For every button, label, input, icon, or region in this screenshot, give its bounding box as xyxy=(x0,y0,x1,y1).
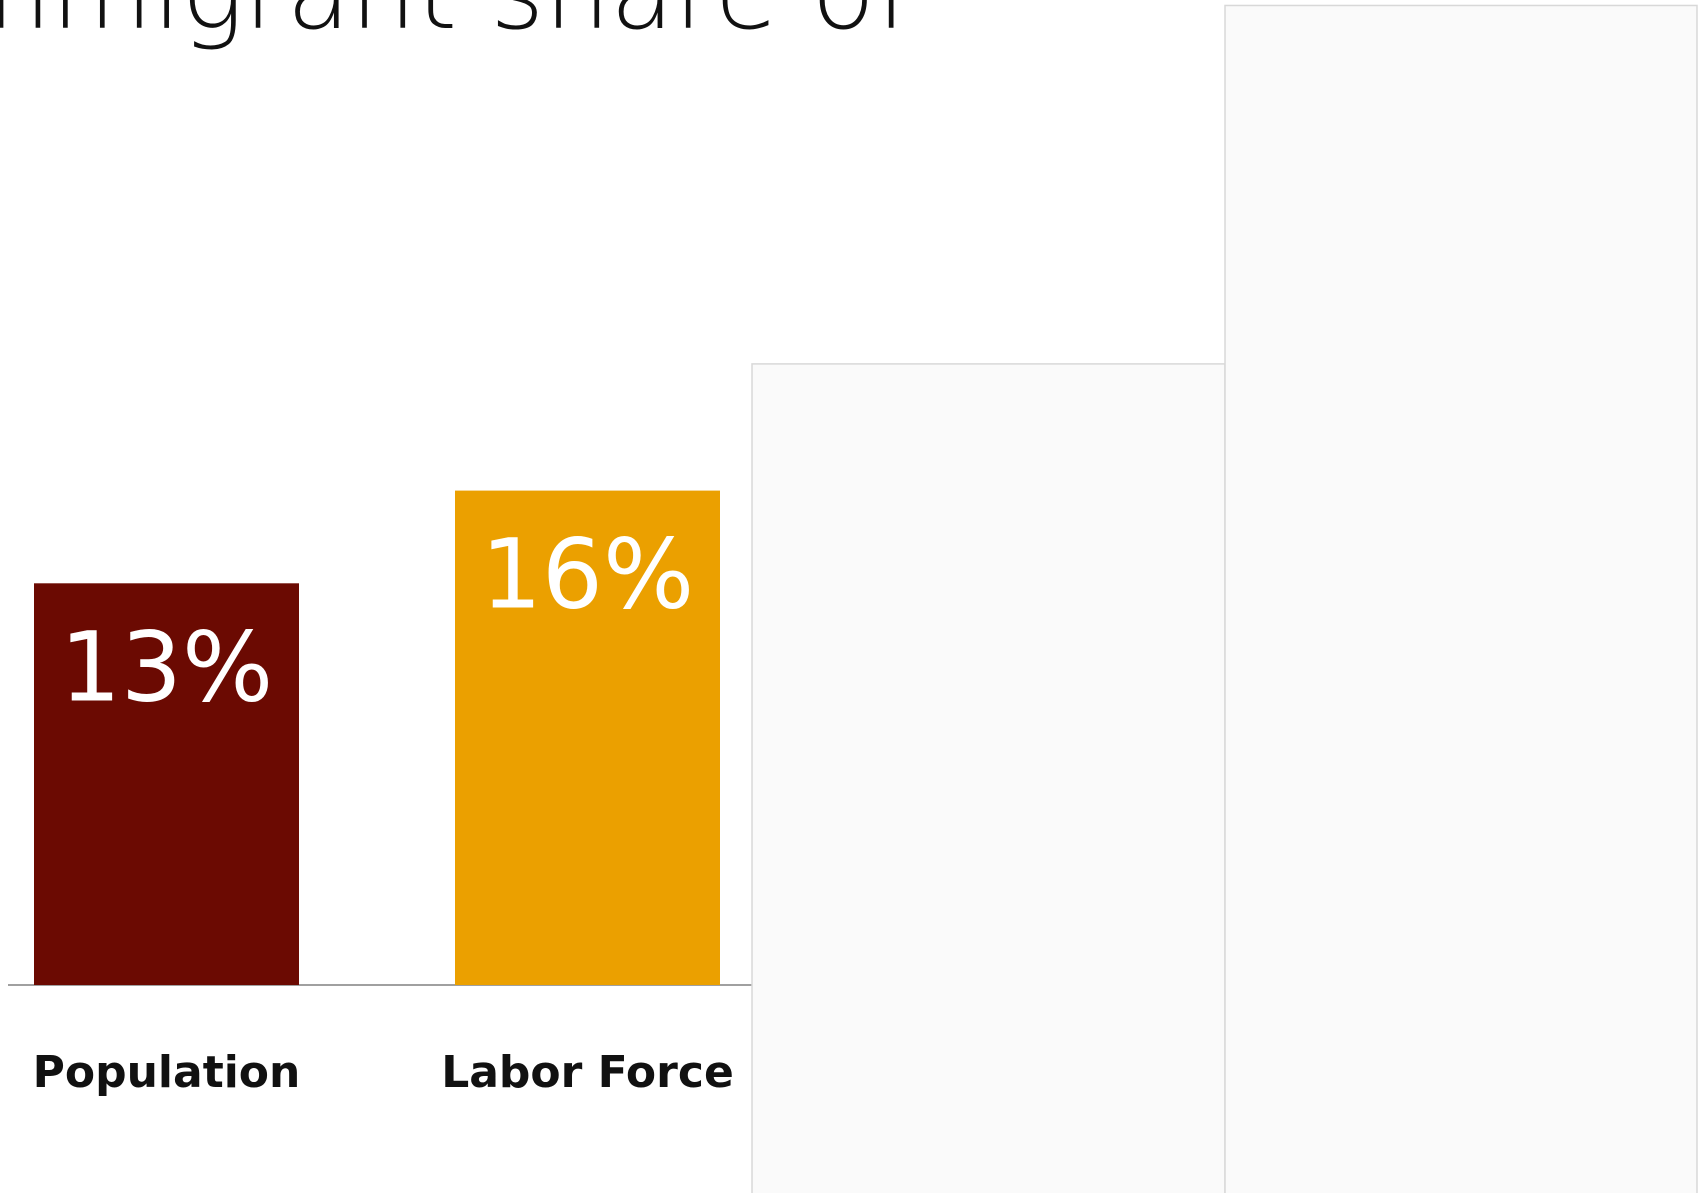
value-label-labor-force: 16% xyxy=(481,519,694,631)
labels-layer: 13% Population 16% Labor Force xyxy=(33,519,734,1098)
category-label-labor-force: Labor Force xyxy=(441,1047,734,1098)
bar-labor-force xyxy=(455,490,720,985)
category-label-population: Population xyxy=(33,1047,301,1098)
bars-layer xyxy=(34,4,1698,1193)
placeholder-panel-1 xyxy=(751,363,1226,1193)
bar-population xyxy=(34,583,299,985)
placeholder-panel-2 xyxy=(1224,4,1698,1193)
chart-title-fragment: mmigrant share of xyxy=(0,0,912,53)
value-label-population: 13% xyxy=(60,611,273,723)
